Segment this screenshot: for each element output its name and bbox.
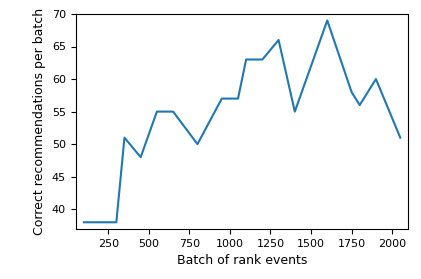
X-axis label: Batch of rank events: Batch of rank events [177,254,307,267]
Y-axis label: Correct recommendations per batch: Correct recommendations per batch [33,8,46,235]
